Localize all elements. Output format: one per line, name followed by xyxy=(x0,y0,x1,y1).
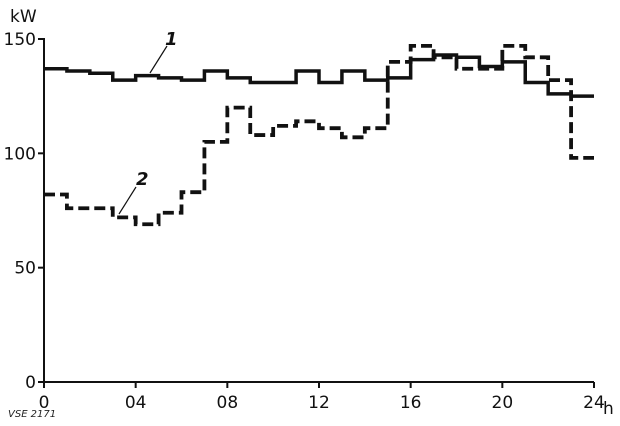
y-tick-label: 150 xyxy=(4,30,36,50)
x-tick-label: 0 xyxy=(39,393,50,413)
y-tick-label: 0 xyxy=(25,373,36,393)
figure-credit: VSE 2171 xyxy=(8,409,56,420)
x-tick-label: 12 xyxy=(308,393,330,413)
series-2-tag: 2 xyxy=(136,169,149,190)
x-tick-label: 16 xyxy=(400,393,422,413)
series-2-line xyxy=(44,43,594,227)
series-1-tag: 1 xyxy=(165,29,178,50)
y-axis-ticks: 0 50 100 150 xyxy=(4,30,44,393)
y-tick-label: 50 xyxy=(14,259,36,279)
series-1-leader xyxy=(149,45,168,74)
y-axis-unit: kW xyxy=(10,7,37,27)
x-tick-label: 24 xyxy=(583,393,605,413)
x-axis-unit: h xyxy=(603,399,614,419)
x-tick-label: 20 xyxy=(492,393,514,413)
x-axis-ticks: 0 04 08 12 16 20 24 xyxy=(39,382,605,413)
axes xyxy=(43,38,594,383)
y-tick-label: 100 xyxy=(4,144,36,164)
series-1-line xyxy=(44,53,594,98)
x-tick-label: 04 xyxy=(125,393,147,413)
x-tick-label: 08 xyxy=(217,393,239,413)
series-layer xyxy=(44,43,594,227)
series-2-leader xyxy=(118,186,137,215)
